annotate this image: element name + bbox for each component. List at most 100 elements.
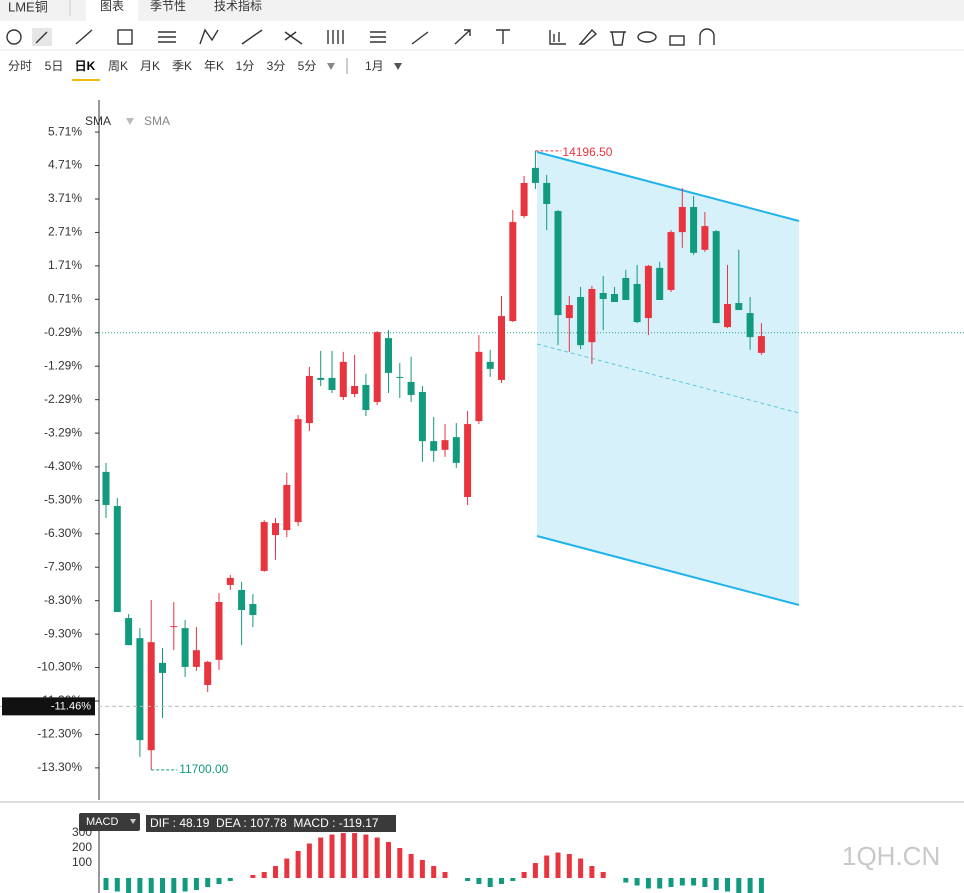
macd-bar	[713, 878, 719, 891]
tool-icon[interactable]	[370, 31, 386, 43]
tool-icon[interactable]	[158, 31, 176, 43]
macd-bar	[487, 878, 493, 888]
min-label: 11700.00	[179, 762, 228, 776]
candle-body	[418, 391, 426, 442]
indicator-label[interactable]: SMA	[144, 114, 170, 128]
tool-icon[interactable]	[578, 28, 598, 45]
candle-body	[509, 222, 517, 322]
y-tick-label: -10.30%	[37, 660, 82, 674]
candle-body	[170, 626, 178, 628]
tool-icon[interactable]	[241, 29, 263, 45]
y-tick-label: 300	[72, 825, 92, 839]
candle-body	[102, 471, 110, 506]
macd-bar	[634, 878, 640, 886]
tool-icon[interactable]	[284, 31, 303, 45]
y-tick-label: -1.29%	[44, 358, 82, 372]
candle-body	[746, 313, 754, 338]
macd-bar	[148, 878, 154, 893]
candle-body	[430, 441, 438, 451]
period-button[interactable]: 5日	[45, 59, 64, 73]
macd-bar	[578, 858, 584, 879]
period-button[interactable]: 年K	[204, 59, 224, 73]
period-button[interactable]: 分时	[8, 59, 32, 73]
y-tick-label: 100	[72, 855, 92, 869]
indicator-label[interactable]: SMA	[85, 114, 111, 128]
candle-body	[735, 303, 743, 311]
y-tick-label: -6.30%	[44, 526, 82, 540]
tool-icon[interactable]	[496, 29, 510, 44]
period-button[interactable]: 季K	[172, 59, 192, 73]
period-button[interactable]: 1分	[236, 59, 255, 73]
macd-bar	[555, 852, 561, 879]
period-button[interactable]: 周K	[108, 59, 128, 73]
candle-body	[656, 267, 664, 300]
dropdown-icon[interactable]	[394, 63, 402, 70]
macd-bar	[623, 878, 629, 883]
period-bar	[0, 51, 964, 81]
macd-bar	[273, 866, 278, 879]
period-button[interactable]: 3分	[267, 59, 286, 73]
macd-bar	[171, 878, 177, 893]
candle-body	[577, 296, 585, 346]
macd-bar	[329, 834, 335, 879]
candle-body	[622, 277, 630, 300]
y-tick-label: 0.71%	[48, 292, 82, 306]
macd-bar	[465, 878, 471, 882]
tool-icon[interactable]	[637, 31, 657, 43]
candle-body	[283, 484, 291, 531]
candle-body	[317, 377, 325, 380]
macd-bar	[566, 854, 572, 879]
tool-icon[interactable]	[35, 31, 48, 44]
tool-icon[interactable]	[610, 31, 626, 46]
macd-bar	[442, 872, 448, 879]
macd-bar	[521, 872, 527, 879]
dropdown-icon[interactable]	[126, 118, 134, 125]
tool-icon[interactable]	[454, 29, 471, 45]
channel-line	[536, 151, 800, 222]
macd-bar	[532, 863, 538, 879]
period-button[interactable]: 月K	[140, 59, 160, 73]
y-tick-label: 4.71%	[48, 158, 82, 172]
candle-body	[215, 602, 223, 660]
tool-icon[interactable]	[699, 28, 715, 45]
candle-body	[362, 384, 370, 411]
candle-body	[701, 226, 709, 250]
macd-bar	[408, 854, 414, 879]
macd-bar	[725, 878, 730, 892]
macd-bar	[306, 843, 312, 879]
candle-body	[757, 336, 765, 353]
tab[interactable]: 技术指标	[214, 0, 262, 13]
y-tick-label: -8.30%	[44, 593, 82, 607]
tool-icon[interactable]	[549, 30, 566, 45]
y-tick-label: 5.71%	[48, 124, 82, 138]
candle-body	[238, 589, 246, 611]
tool-icon[interactable]	[669, 35, 685, 46]
macd-bar	[340, 833, 346, 879]
tab[interactable]: 图表	[100, 0, 124, 13]
tool-icon[interactable]	[75, 29, 93, 45]
macd-bar	[431, 866, 437, 879]
period-button[interactable]: 5分	[298, 59, 317, 73]
y-tick-label: -12.30%	[37, 727, 82, 741]
candle-body	[260, 522, 268, 571]
dropdown-icon[interactable]	[327, 63, 335, 70]
tool-icon[interactable]	[411, 31, 429, 45]
period-button[interactable]: 日K	[75, 59, 96, 73]
tool-icon[interactable]	[6, 29, 22, 45]
indicator-button[interactable]	[79, 813, 140, 831]
candle-body	[543, 182, 551, 205]
y-tick-label: -2.29%	[44, 392, 82, 406]
tool-icon[interactable]	[117, 29, 133, 45]
tab-bar	[0, 0, 964, 21]
indicator-name[interactable]: MACD	[86, 816, 118, 828]
macd-bar	[419, 860, 425, 879]
tab[interactable]: 季节性	[150, 0, 186, 13]
dropdown-icon	[130, 819, 136, 824]
candle-body	[531, 167, 539, 183]
tool-icon[interactable]	[327, 30, 344, 44]
tool-icon[interactable]	[199, 28, 219, 45]
y-tick-label: 3.71%	[48, 191, 82, 205]
candle-body	[226, 577, 234, 585]
candle-body	[407, 381, 415, 395]
range-select[interactable]: 1月	[365, 59, 384, 73]
